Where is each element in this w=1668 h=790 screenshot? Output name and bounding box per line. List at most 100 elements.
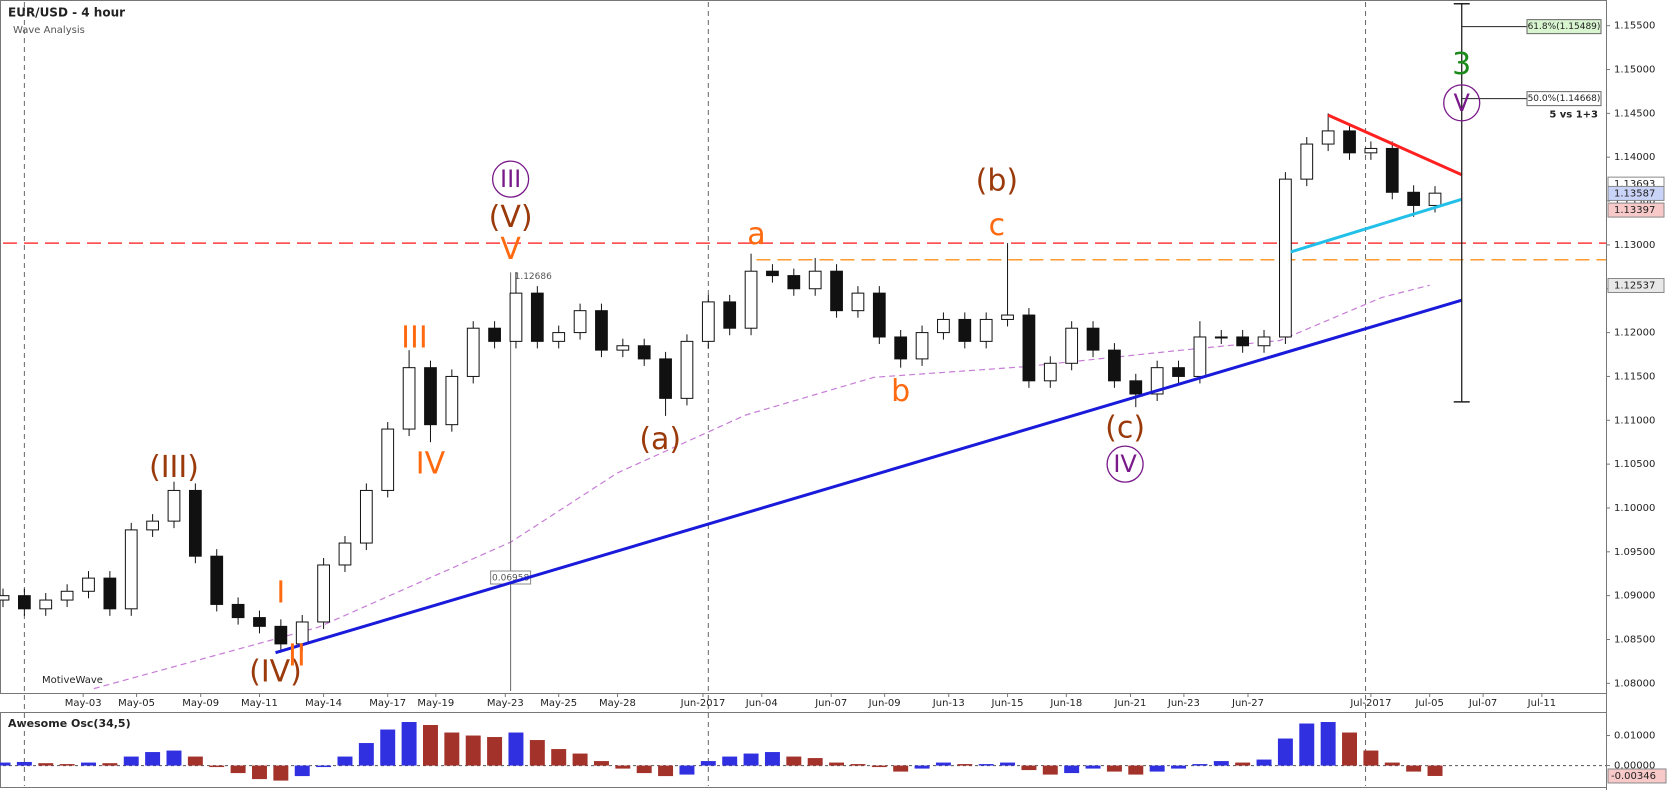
price-pane [0, 0, 1607, 694]
candle-body [146, 520, 159, 531]
watermark: MotiveWave [42, 675, 103, 686]
wave-label: I [276, 576, 285, 611]
candle-body [1172, 367, 1185, 377]
candle-body [167, 489, 181, 522]
osc-bar [1064, 765, 1080, 774]
candle-body [637, 345, 651, 360]
x-tick-label: Jun-2017 [680, 698, 726, 709]
candle-body [359, 489, 373, 544]
y-tick-label: 1.11000 [1614, 415, 1655, 426]
osc-bar [679, 765, 695, 775]
osc-bar [401, 722, 417, 766]
candle-body [317, 564, 330, 623]
osc-bar [850, 764, 866, 766]
x-tick-label: May-09 [182, 698, 219, 709]
candle-body [210, 555, 224, 605]
osc-bar [1277, 738, 1293, 766]
candle-body [573, 310, 587, 334]
candle-body [787, 275, 801, 290]
price-tag-label: 1.12537 [1614, 281, 1655, 292]
y-tick-label: 1.11500 [1614, 371, 1655, 382]
x-tick-label: Jul-05 [1414, 698, 1443, 709]
osc-bar [1406, 765, 1422, 772]
osc-bar [1171, 765, 1187, 769]
candle-body [1022, 314, 1036, 382]
price-tag [1607, 185, 1665, 201]
osc-bar [187, 756, 203, 766]
y-tick-label: 1.14500 [1614, 108, 1655, 119]
x-tick-label: May-11 [241, 698, 278, 709]
x-tick-label: Jun-21 [1113, 698, 1146, 709]
osc-bar [487, 737, 503, 766]
candle-body [0, 595, 10, 601]
x-tick-label: May-19 [417, 698, 454, 709]
osc-bar [829, 762, 845, 766]
candle-body [1108, 349, 1121, 382]
osc-last-label: -0.00346 [1611, 771, 1656, 782]
candle-body [1214, 336, 1228, 339]
osc-bar [1192, 764, 1208, 766]
wave-label: V [500, 232, 521, 267]
y-tick-label: 1.15000 [1614, 65, 1655, 76]
osc-bar [1235, 762, 1251, 766]
y-tick-label: 1.10500 [1614, 459, 1655, 470]
candle-body [1193, 336, 1207, 377]
candle-body [1129, 380, 1143, 395]
fib-label: 50.0%(1.14668) [1528, 94, 1601, 104]
osc-bar [166, 750, 182, 766]
candle-body [530, 292, 544, 342]
wave-label: 3 [1452, 47, 1471, 82]
osc-bar [764, 752, 780, 766]
candle-body [231, 603, 245, 619]
osc-bar [337, 756, 353, 766]
osc-bar [700, 761, 716, 766]
osc-tick-label: 0.01000 [1614, 731, 1655, 742]
osc-bar [422, 725, 438, 766]
osc-last-tag [1607, 768, 1667, 784]
candle-body [188, 489, 202, 557]
candle-body [1043, 362, 1057, 382]
osc-bar [1320, 722, 1336, 766]
candle-body [851, 292, 865, 312]
osc-bar [615, 765, 631, 769]
candle-body [17, 595, 31, 610]
candle-body [103, 577, 117, 610]
wave-label: IV [416, 447, 446, 482]
osc-tick-label: 0.00000 [1614, 761, 1655, 772]
price-tag-label: 1.13587 [1614, 188, 1655, 199]
candle-body [808, 270, 822, 290]
osc-bar [572, 753, 588, 766]
x-tick-label: Jun-13 [932, 698, 965, 709]
candle-body [659, 358, 672, 399]
wave-label: (a) [639, 422, 681, 457]
osc-bar [1384, 762, 1400, 766]
osc-bar [251, 765, 267, 780]
y-tick-label: 1.08500 [1614, 635, 1655, 646]
osc-bar [1299, 723, 1315, 766]
candle-body [424, 367, 437, 426]
price-tag-label: 1.13397 [1614, 205, 1655, 216]
pivot-label: 1.12686 [515, 272, 552, 282]
candle-body [402, 367, 416, 430]
x-tick-label: Jul-07 [1468, 698, 1497, 709]
x-tick-label: Jun-18 [1049, 698, 1082, 709]
chart-subtitle: Wave Analysis [13, 25, 85, 36]
osc-bar [935, 762, 951, 766]
wave-label: b [891, 374, 910, 409]
wave-label: (V) [489, 200, 533, 235]
y-tick-label: 1.09500 [1614, 547, 1655, 558]
candle-body [39, 599, 53, 610]
osc-bar [1363, 750, 1379, 766]
candle-body [1300, 143, 1314, 180]
osc-bar [123, 756, 139, 766]
price-tag-label: 1.13693 [1614, 179, 1655, 190]
candle-body [1385, 147, 1399, 193]
x-tick-label: Jun-07 [814, 698, 847, 709]
candle-body [552, 332, 566, 342]
x-tick-label: May-28 [599, 698, 636, 709]
x-tick-label: Jun-23 [1167, 698, 1200, 709]
wave-label: IV [1113, 450, 1137, 478]
note: 5 vs 1+3 [1549, 110, 1598, 121]
osc-bar [551, 749, 567, 766]
